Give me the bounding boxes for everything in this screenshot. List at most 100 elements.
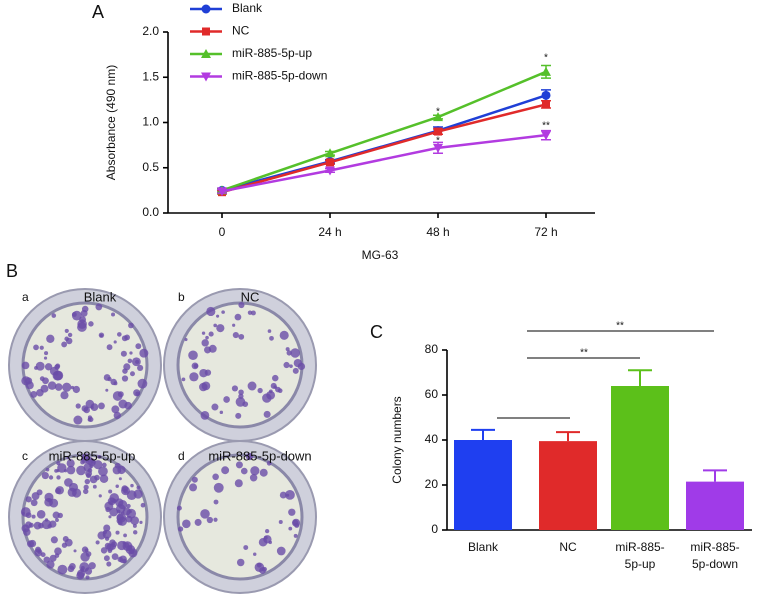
- colony: [213, 499, 219, 505]
- colony: [109, 507, 119, 517]
- colony: [109, 493, 120, 503]
- colony: [66, 465, 76, 475]
- colony: [98, 494, 102, 498]
- colony: [117, 391, 124, 398]
- colony: [243, 545, 249, 550]
- colony: [49, 520, 57, 528]
- colony: [290, 348, 300, 358]
- colony: [67, 332, 73, 338]
- series-line: [221, 70, 547, 192]
- colony: [105, 388, 109, 392]
- colony: [30, 390, 38, 398]
- colony: [133, 489, 143, 499]
- colony: [84, 478, 91, 485]
- x-tick-label: 24 h: [318, 225, 341, 239]
- colony: [44, 518, 49, 522]
- legend-marker: [201, 4, 211, 14]
- colony: [35, 546, 41, 553]
- colony: [61, 341, 68, 348]
- colony: [88, 321, 94, 327]
- colony: [216, 314, 220, 318]
- colony: [99, 474, 109, 483]
- colony: [285, 489, 295, 500]
- marker: [217, 187, 227, 197]
- marker: [326, 158, 334, 167]
- colony: [201, 331, 206, 335]
- colony: [103, 555, 110, 562]
- photo-title: miR-885-5p-up: [49, 448, 136, 463]
- colony: [44, 363, 53, 371]
- colony: [88, 562, 96, 570]
- colony: [292, 367, 299, 374]
- colony: [278, 520, 283, 525]
- colony: [266, 460, 272, 466]
- colony: [76, 571, 85, 580]
- colony: [30, 499, 38, 507]
- bar: [611, 386, 669, 530]
- error-bar: [556, 431, 580, 442]
- photo-title: Blank: [84, 289, 117, 304]
- colony: [235, 412, 242, 419]
- panel-label: C: [370, 322, 383, 342]
- colony: [66, 459, 75, 468]
- colony: [83, 484, 89, 490]
- y-tick-label: 1.0: [142, 115, 159, 129]
- colony: [49, 554, 57, 562]
- panel-label: A: [92, 2, 104, 22]
- x-tick-label: Blank: [468, 540, 499, 554]
- colony: [73, 415, 83, 425]
- colony: [234, 479, 243, 488]
- colony: [26, 540, 35, 548]
- marker: [541, 90, 551, 100]
- colony: [25, 381, 34, 390]
- colony: [43, 356, 48, 360]
- colony: [20, 507, 31, 517]
- colony: [128, 510, 132, 514]
- colony: [137, 378, 148, 389]
- colony: [206, 516, 214, 524]
- colony: [54, 383, 63, 391]
- marker: [434, 127, 442, 136]
- legend-marker: [201, 49, 211, 58]
- colony: [253, 552, 257, 556]
- legend-label: NC: [232, 24, 250, 38]
- colony: [54, 468, 58, 473]
- colony: [92, 484, 97, 489]
- colony: [176, 505, 182, 511]
- colony: [194, 518, 202, 526]
- colony: [108, 489, 113, 494]
- colony: [213, 323, 218, 328]
- colony: [113, 411, 121, 420]
- colony: [257, 387, 263, 394]
- colony: [272, 374, 279, 382]
- colony: [102, 462, 107, 468]
- significance: *: [436, 107, 440, 118]
- colony: [57, 463, 67, 473]
- colony: [117, 465, 126, 475]
- colony: [35, 361, 45, 371]
- colony: [221, 310, 225, 314]
- colony: [117, 516, 128, 526]
- colony: [184, 337, 188, 342]
- colony: [36, 509, 46, 519]
- y-tick-label: 40: [425, 432, 439, 446]
- colony: [277, 388, 283, 394]
- marker: [541, 131, 551, 141]
- colony: [201, 339, 209, 347]
- colony: [279, 330, 289, 340]
- colony: [289, 364, 293, 369]
- colony: [85, 470, 92, 477]
- colony: [88, 416, 94, 422]
- colony: [95, 303, 103, 311]
- colony: [57, 564, 68, 575]
- colony: [54, 553, 60, 558]
- colony: [66, 456, 70, 460]
- y-tick-label: 1.5: [142, 69, 159, 83]
- y-tick-label: 80: [425, 342, 439, 356]
- y-axis-label: Absorbance (490 nm): [104, 65, 118, 180]
- colony: [126, 503, 131, 509]
- colony: [200, 411, 210, 420]
- colony: [123, 533, 127, 538]
- colony: [236, 558, 245, 567]
